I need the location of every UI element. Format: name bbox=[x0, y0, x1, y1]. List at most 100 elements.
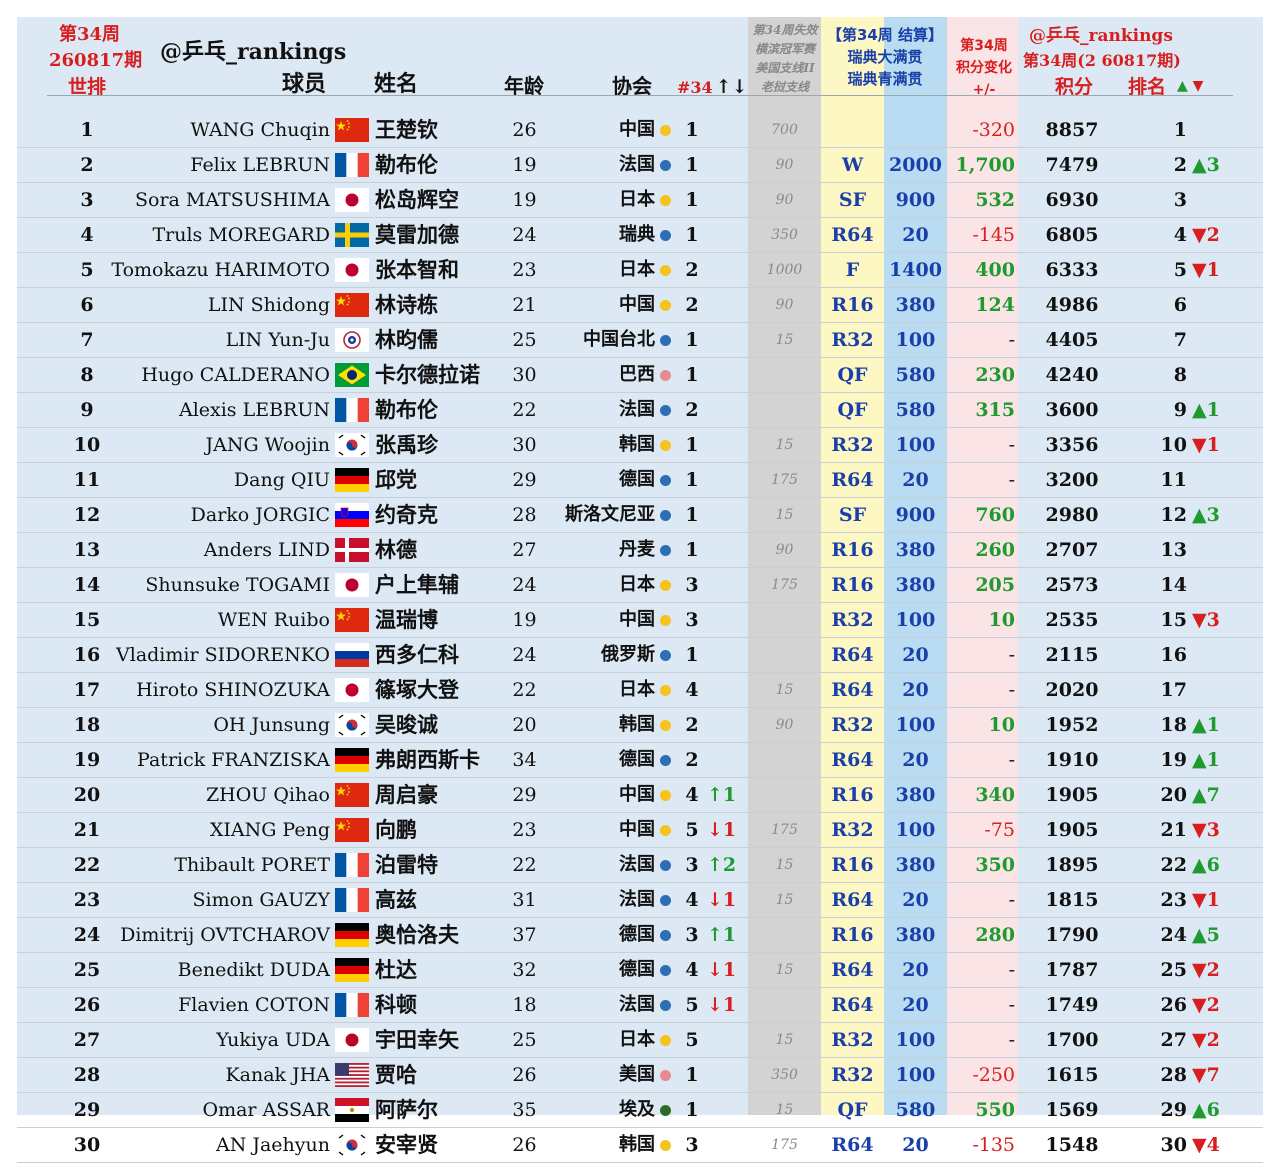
earned-points: 1400 bbox=[889, 259, 942, 281]
total-points: 2115 bbox=[1045, 644, 1099, 666]
association-count-change: ↑2 bbox=[707, 854, 737, 876]
continent-dot-icon bbox=[660, 510, 671, 521]
player-age: 29 bbox=[512, 469, 537, 491]
player-name-en: Benedikt DUDA bbox=[177, 959, 330, 981]
continent-dot-icon bbox=[660, 1035, 671, 1046]
total-points: 1700 bbox=[1045, 1029, 1099, 1051]
player-name-cn: 邱党 bbox=[375, 468, 417, 492]
week-label: 第34周 bbox=[59, 24, 121, 45]
sweden-flag-icon bbox=[335, 223, 369, 247]
new-rank: 22 bbox=[1160, 854, 1187, 876]
total-points: 4986 bbox=[1045, 294, 1099, 316]
table-row: 26 Flavien COTON 科顿 18 法国 5 ↓1 R64 20-1749 26 ▼2 bbox=[17, 988, 1263, 1023]
association: 日本 bbox=[619, 574, 655, 595]
world-rank: 14 bbox=[73, 574, 101, 596]
continent-dot-icon bbox=[660, 965, 671, 976]
total-points: 6805 bbox=[1045, 224, 1099, 246]
earned-points: 100 bbox=[895, 434, 936, 456]
expired-header-line4: 老挝支线 bbox=[760, 80, 809, 94]
new-rank: 25 bbox=[1160, 959, 1187, 981]
germany-flag-icon bbox=[335, 748, 369, 772]
rank-movement: ▼2 bbox=[1192, 1029, 1220, 1051]
tournament-round: R64 bbox=[831, 469, 874, 491]
association: 瑞典 bbox=[619, 224, 655, 245]
points-change-header: 第34周 积分变化 +/- bbox=[949, 35, 1019, 101]
association: 德国 bbox=[619, 959, 655, 980]
tournament-round: R16 bbox=[831, 924, 874, 946]
association: 韩国 bbox=[619, 714, 655, 735]
world-rank: 12 bbox=[73, 504, 101, 526]
header-divider bbox=[47, 95, 1233, 96]
association: 中国台北 bbox=[583, 329, 655, 350]
new-rank: 10 bbox=[1160, 434, 1187, 456]
points-change: 10 bbox=[988, 609, 1015, 631]
expired-points: 350 bbox=[771, 1067, 798, 1083]
tournament-round: SF bbox=[838, 189, 867, 211]
association: 德国 bbox=[619, 924, 655, 945]
total-points: 2707 bbox=[1045, 539, 1099, 561]
points-change: 340 bbox=[975, 784, 1015, 806]
player-name-en: Dimitrij OVTCHAROV bbox=[120, 924, 330, 946]
association-count: 2 bbox=[685, 294, 699, 316]
association-count: 1 bbox=[685, 539, 699, 561]
new-rank: 18 bbox=[1160, 714, 1187, 736]
settlement-header: 【第34周 结算】 瑞典大满贯 瑞典青满贯 bbox=[823, 24, 947, 90]
expired-header-line1: 第34周失效 bbox=[752, 23, 818, 37]
association-count: 3 bbox=[685, 924, 699, 946]
legend-down-icon: ▼ bbox=[1192, 78, 1204, 94]
rankings-table: 1 WANG Chuqin 王楚钦 26 中国 1 700 -320 8857 1 2 Felix L… bbox=[17, 113, 1263, 1163]
expired-points: 175 bbox=[771, 1137, 798, 1153]
japan-flag-icon bbox=[335, 258, 369, 282]
table-row: 6 LIN Shidong 林诗栋 21 中国 2 90 R16 380 124 4986 6 bbox=[17, 288, 1263, 323]
player-age: 18 bbox=[512, 994, 537, 1016]
association-count: 2 bbox=[685, 714, 699, 736]
china-flag-icon bbox=[335, 118, 369, 142]
player-name-cn: 科顿 bbox=[375, 993, 417, 1017]
points-change: 760 bbox=[975, 504, 1015, 526]
player-name-en: Flavien COTON bbox=[178, 994, 330, 1016]
association-count: 4 bbox=[685, 784, 699, 806]
total-points: 1790 bbox=[1045, 924, 1099, 946]
association: 中国 bbox=[619, 819, 655, 840]
table-row: 20 ZHOU Qihao 周启豪 29 中国 4 ↑1 R16 380 340 1905 20 ▲7 bbox=[17, 778, 1263, 813]
brazil-flag-icon bbox=[335, 363, 369, 387]
total-points: 1548 bbox=[1045, 1134, 1099, 1156]
association: 法国 bbox=[619, 889, 655, 910]
table-row: 19 Patrick FRANZISKA 弗朗西斯卡 34 德国 2 R64 20 - 1910 1… bbox=[17, 743, 1263, 778]
korea-flag-icon bbox=[335, 433, 369, 457]
earned-points: 380 bbox=[895, 574, 936, 596]
china-flag-icon bbox=[335, 608, 369, 632]
player-age: 25 bbox=[512, 329, 537, 351]
earned-points: 380 bbox=[895, 854, 936, 876]
association-count-change: ↓1 bbox=[707, 959, 737, 981]
rank-movement: ▲3 bbox=[1192, 154, 1220, 176]
world-rank: 18 bbox=[73, 714, 101, 736]
player-age: 30 bbox=[512, 364, 537, 386]
korea-flag-icon bbox=[335, 713, 369, 737]
total-points: 1569 bbox=[1045, 1099, 1099, 1121]
association: 法国 bbox=[619, 854, 655, 875]
association-count: 3 bbox=[685, 574, 699, 596]
continent-dot-icon bbox=[660, 440, 671, 451]
handle-watermark: @乒乓_rankings bbox=[160, 39, 347, 65]
total-points: 1749 bbox=[1045, 994, 1099, 1016]
japan-flag-icon bbox=[335, 188, 369, 212]
france-flag-icon bbox=[335, 888, 369, 912]
association-count: 5 bbox=[685, 1029, 699, 1051]
player-name-cn: 周启豪 bbox=[375, 783, 438, 807]
table-row: 3 Sora MATSUSHIMA 松岛辉空 19 日本 1 90 SF 900 532 6930 3 bbox=[17, 183, 1263, 218]
rank-movement: ▼1 bbox=[1192, 259, 1220, 281]
points-change: 315 bbox=[975, 399, 1015, 421]
association: 俄罗斯 bbox=[601, 644, 655, 665]
player-name-cn: 卡尔德拉诺 bbox=[375, 363, 480, 387]
table-row: 18 OH Junsung 吴晙诚 20 韩国 2 90 R32 100 10 1952 18 ▲1 bbox=[17, 708, 1263, 743]
table-row: 17 Hiroto SHINOZUKA 篠塚大登 22 日本 4 15 R64 20 - 2020 1… bbox=[17, 673, 1263, 708]
total-points: 1895 bbox=[1045, 854, 1099, 876]
tournament-round: R64 bbox=[831, 994, 874, 1016]
expired-points: 15 bbox=[775, 682, 794, 698]
association: 中国 bbox=[619, 119, 655, 140]
player-name-cn: 林诗栋 bbox=[375, 293, 438, 317]
points-change: -250 bbox=[972, 1064, 1015, 1086]
player-name-cn: 林昀儒 bbox=[375, 328, 438, 352]
player-age: 29 bbox=[512, 784, 537, 806]
